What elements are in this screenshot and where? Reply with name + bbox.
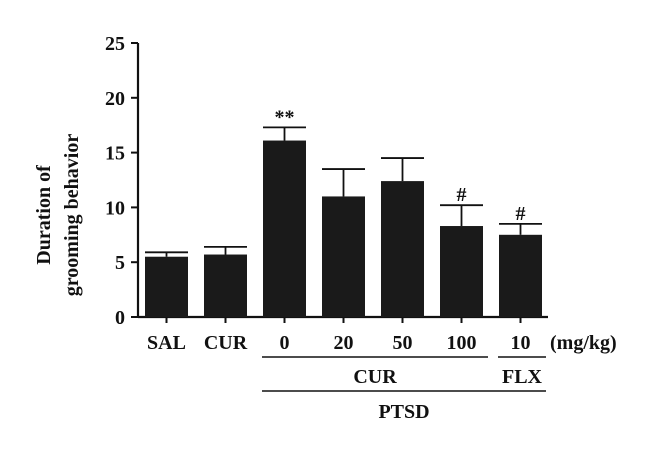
y-axis-title-line2: grooming behavior: [61, 134, 83, 297]
category-label: 0: [280, 332, 290, 354]
y-tick-label: 20: [105, 88, 125, 110]
y-tick-label: 10: [105, 197, 125, 219]
category-label: 100: [447, 332, 477, 354]
y-tick-label: 15: [105, 143, 125, 165]
unit-label: (mg/kg): [550, 332, 617, 354]
significance-marker: **: [275, 106, 295, 128]
significance-marker: #: [457, 184, 467, 206]
significance-marker: #: [516, 203, 526, 225]
category-label: SAL: [147, 332, 186, 354]
bar: [381, 181, 424, 317]
category-label: 50: [393, 332, 413, 354]
y-axis-title-line1: Duration of: [33, 165, 55, 265]
bar: [322, 196, 365, 317]
category-label: 20: [334, 332, 354, 354]
y-tick-label: 25: [105, 33, 125, 55]
bar: [263, 140, 306, 317]
group-label-cur: CUR: [353, 366, 397, 388]
y-tick-label: 5: [115, 252, 125, 274]
group-label-flx: FLX: [502, 366, 543, 388]
category-label: CUR: [204, 332, 248, 354]
bar: [145, 256, 188, 317]
y-tick-label: 0: [115, 307, 125, 329]
group-label-ptsd: PTSD: [378, 401, 429, 423]
category-label: 10: [511, 332, 531, 354]
bar: [499, 234, 542, 317]
bar: [204, 254, 247, 317]
bar: [440, 226, 483, 317]
